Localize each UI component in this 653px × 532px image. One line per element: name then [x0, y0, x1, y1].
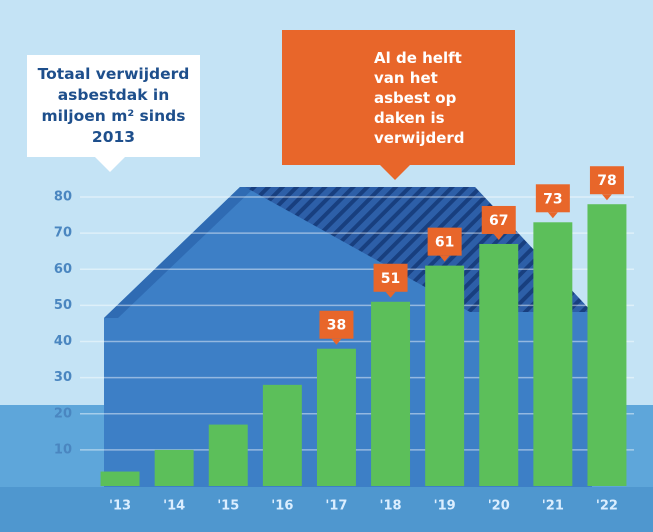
y-tick-label: 10 — [54, 442, 72, 457]
x-tick-label: '13 — [109, 499, 131, 514]
value-label-pointer — [601, 194, 612, 201]
bar — [371, 301, 411, 486]
value-label: 78 — [597, 173, 616, 189]
value-label-box — [427, 227, 462, 256]
y-tick-label: 50 — [54, 298, 72, 313]
bar — [100, 471, 140, 486]
bar — [208, 424, 248, 486]
y-tick-label: 20 — [54, 406, 72, 421]
y-tick-label: 60 — [54, 262, 72, 277]
value-label: 67 — [489, 213, 508, 229]
value-label-box — [319, 310, 354, 339]
axis-band — [0, 487, 653, 532]
bar — [533, 222, 573, 486]
x-tick-label: '17 — [325, 499, 347, 514]
y-tick-label: 30 — [54, 370, 72, 385]
value-label: 38 — [327, 318, 346, 334]
value-label-pointer — [547, 212, 558, 219]
bar — [425, 265, 465, 486]
value-label-box — [373, 263, 408, 292]
title-pointer — [95, 157, 125, 172]
value-label-pointer — [331, 338, 342, 345]
x-tick-label: '15 — [217, 499, 239, 514]
annotation: Al de helft van het asbest op daken is v… — [282, 30, 515, 165]
x-tick-label: '14 — [163, 499, 185, 514]
value-label-box — [589, 166, 624, 195]
y-tick-label: 80 — [54, 190, 72, 205]
value-label-box — [535, 184, 570, 213]
x-tick-label: '19 — [434, 499, 456, 514]
bar — [154, 449, 194, 486]
x-tick-label: '16 — [271, 499, 293, 514]
bar — [316, 348, 356, 486]
roof-edge — [104, 187, 255, 318]
bar — [479, 243, 519, 486]
value-label: 51 — [381, 271, 400, 287]
value-label-pointer — [439, 255, 450, 262]
value-label-pointer — [385, 291, 396, 298]
note-pointer — [380, 165, 410, 180]
value-label-pointer — [493, 233, 504, 240]
value-label: 61 — [435, 235, 454, 251]
x-tick-label: '20 — [488, 499, 510, 514]
bar — [262, 384, 302, 486]
x-tick-label: '22 — [596, 499, 618, 514]
x-tick-label: '21 — [542, 499, 564, 514]
bar — [587, 204, 627, 486]
value-label-box — [481, 205, 516, 234]
value-label: 73 — [543, 191, 562, 207]
x-tick-label: '18 — [380, 499, 402, 514]
y-tick-label: 40 — [54, 334, 72, 349]
y-tick-label: 70 — [54, 226, 72, 241]
chart-title: Totaal verwijderd asbestdak in miljoen m… — [27, 55, 200, 157]
